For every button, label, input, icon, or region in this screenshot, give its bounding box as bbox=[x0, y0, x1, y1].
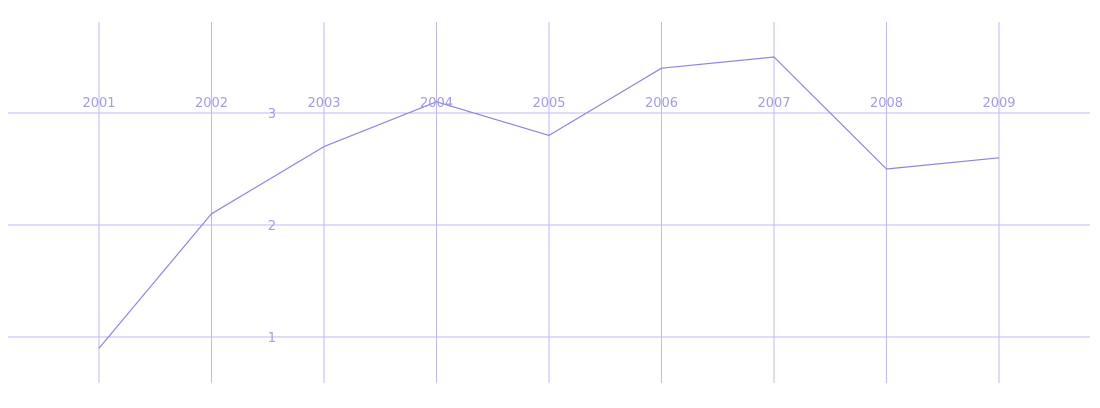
x-tick-label: 2008 bbox=[870, 96, 903, 111]
x-tick-label: 2002 bbox=[195, 96, 228, 111]
x-tick-label: 2003 bbox=[307, 96, 340, 111]
x-tick-label: 2005 bbox=[532, 96, 565, 111]
grid-layer bbox=[8, 22, 1090, 383]
x-tick-label: 2004 bbox=[420, 96, 453, 111]
x-tick-label: 2006 bbox=[645, 96, 678, 111]
x-tick-label: 2001 bbox=[82, 96, 115, 111]
series-layer bbox=[98, 56, 1000, 349]
x-tick-label: 2009 bbox=[982, 96, 1015, 111]
y-tick-label: 1 bbox=[268, 331, 276, 346]
series-line bbox=[98, 56, 1000, 349]
x-tick-label: 2007 bbox=[757, 96, 790, 111]
y-tick-label: 2 bbox=[268, 219, 276, 234]
label-layer: 2001 2002 2003 2004 2005 2006 2007 2008 2009 1 2 3 bbox=[82, 96, 1015, 346]
y-tick-label: 3 bbox=[268, 107, 276, 122]
